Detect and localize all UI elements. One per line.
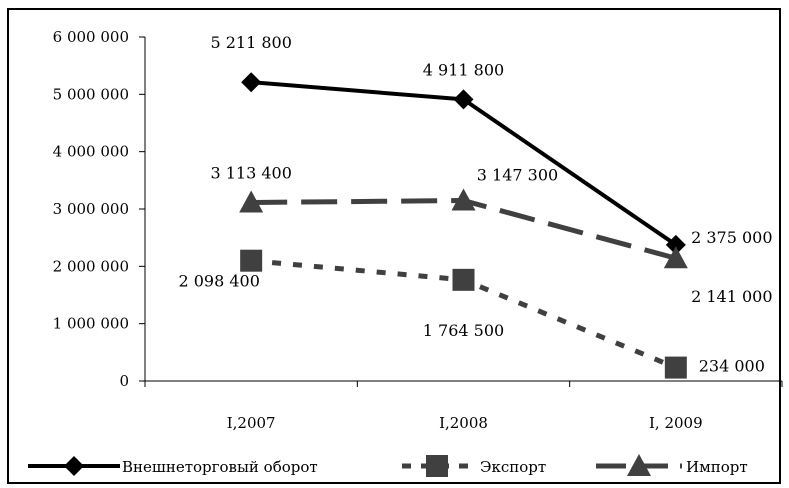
legend-item-3: Импорт [596, 454, 748, 476]
legend-label: Экспорт [480, 458, 546, 476]
legend-item-2: Экспорт [402, 455, 546, 477]
x-tick-label: I,2007 [227, 414, 276, 432]
data-point [451, 188, 476, 211]
y-tick-label: 1 000 000 [53, 315, 129, 333]
data-point [664, 356, 687, 379]
x-tick-label: I, 2009 [649, 414, 703, 432]
data-point [240, 249, 263, 272]
data-label: 2 141 000 [691, 287, 772, 306]
y-tick-label: 2 000 000 [53, 257, 129, 275]
x-tick-label: I,2008 [439, 414, 488, 432]
data-label: 2 375 000 [691, 228, 772, 247]
legend: Внешнеторговый оборот Экспорт Импорт [28, 454, 748, 477]
legend-label: Внешнеторговый оборот [122, 458, 318, 476]
data-label: 234 000 [699, 357, 765, 376]
data-label: 4 911 800 [423, 60, 504, 79]
legend-item-1: Внешнеторговый оборот [28, 456, 318, 476]
y-tick-label: 3 000 000 [53, 200, 129, 218]
y-tick-label: 4 000 000 [53, 143, 129, 161]
y-tick-label: 5 000 000 [53, 85, 129, 103]
data-point [665, 234, 686, 255]
data-label: 2 098 400 [178, 272, 259, 291]
series-3: 3 113 400 3 147 300 2 141 000 [210, 163, 772, 306]
data-point [241, 72, 262, 93]
data-label: 1 764 500 [423, 321, 504, 340]
chart-frame [7, 8, 781, 484]
data-point [663, 246, 688, 269]
legend-marker [64, 456, 84, 476]
y-tick-label: 6 000 000 [53, 28, 129, 46]
series-2: 2 098 400 1 764 500 234 000 [178, 249, 765, 379]
data-label: 5 211 800 [210, 33, 291, 52]
legend-label: Импорт [686, 458, 748, 476]
series-1: 5 211 800 4 911 800 2 375 000 [210, 33, 773, 255]
legend-marker [627, 454, 651, 476]
data-label: 3 113 400 [210, 163, 291, 182]
data-point [452, 268, 475, 291]
legend-marker [426, 455, 448, 477]
data-point [453, 89, 474, 110]
data-label: 3 147 300 [477, 166, 558, 185]
y-tick-label: 0 [119, 372, 129, 390]
data-point [239, 190, 264, 213]
